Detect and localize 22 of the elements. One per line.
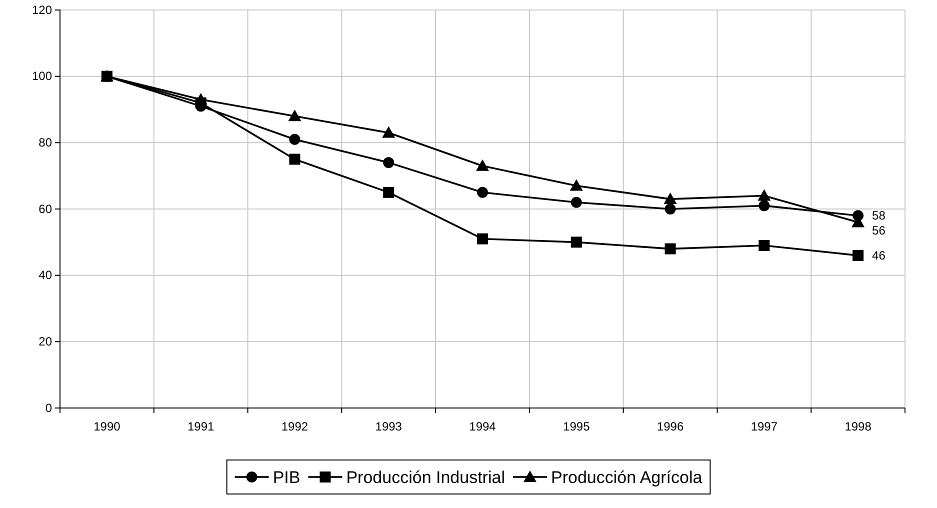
- y-tick-label: 40: [38, 268, 52, 282]
- x-tick-label: 1992: [281, 420, 308, 434]
- x-tick-label: 1993: [375, 420, 402, 434]
- x-tick-label: 1991: [187, 420, 215, 434]
- x-tick-label: 1996: [656, 420, 684, 434]
- y-tick-label: 100: [32, 69, 52, 84]
- y-tick-label: 60: [38, 202, 52, 216]
- y-tick-label: 0: [45, 400, 52, 415]
- x-tick-label: 1990: [94, 420, 121, 434]
- x-tick-label: 1994: [469, 420, 496, 434]
- data-label: 58: [872, 208, 886, 223]
- y-tick-label: 80: [38, 136, 52, 150]
- data-label: 56: [872, 224, 886, 238]
- x-tick-label: 1997: [750, 420, 778, 434]
- legend-label: Producción Industrial: [346, 468, 505, 487]
- legend-label: PIB: [272, 468, 300, 487]
- data-label: 46: [872, 248, 886, 262]
- x-tick-label: 1995: [563, 420, 590, 434]
- legend-label: Producción Agrícola: [550, 468, 703, 487]
- x-tick-label: 1998: [844, 420, 872, 434]
- y-tick-label: 20: [38, 334, 52, 349]
- y-tick-label: 120: [32, 2, 52, 17]
